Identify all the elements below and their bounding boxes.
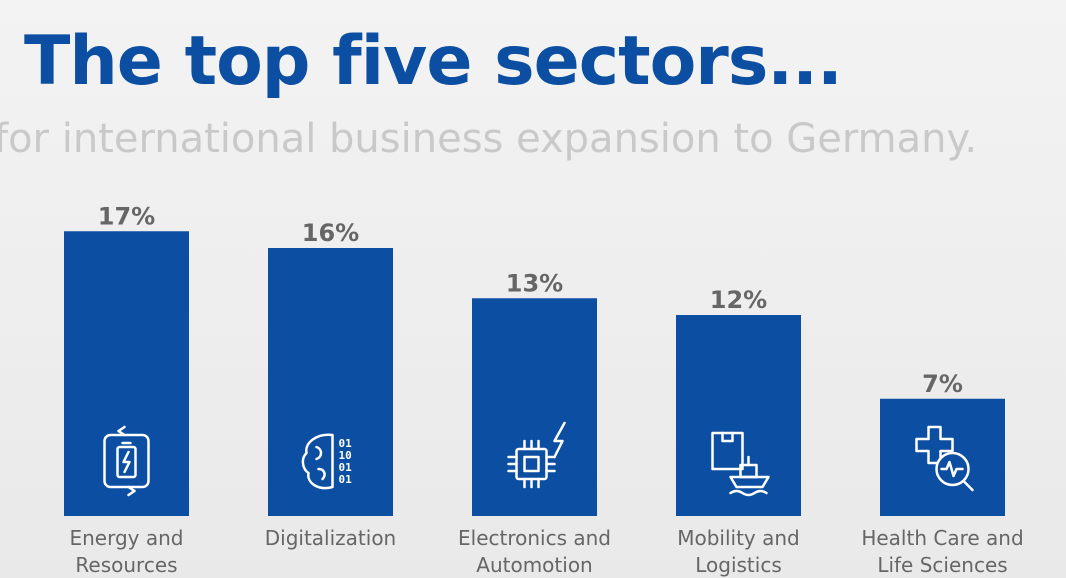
page-subtitle: for international business expansion to … [0,116,978,162]
value-label: 13% [506,269,563,297]
chip-lightning-icon [507,421,566,489]
health-search-icon [915,425,974,492]
category-label: Electronics and [458,526,611,550]
svg-text:01: 01 [339,461,353,474]
battery-cycle-icon [103,425,150,497]
category-label: Digitalization [265,526,396,550]
box-ship-icon [711,431,770,497]
value-label: 12% [710,286,767,314]
category-label: Logistics [695,553,782,577]
svg-text:10: 10 [339,449,352,462]
svg-text:01: 01 [339,473,353,486]
bar [268,248,393,516]
value-label: 17% [98,202,155,230]
page-title: The top five sectors... [24,22,843,101]
category-label: Health Care and [861,526,1023,550]
category-label: Automotion [476,553,592,577]
bar [472,298,597,516]
category-label: Resources [75,553,177,577]
bar [64,231,189,516]
bar [676,315,801,516]
value-label: 7% [922,370,963,398]
svg-text:01: 01 [339,437,353,450]
category-label: Mobility and [677,526,800,550]
category-label: Life Sciences [877,553,1007,577]
category-label: Energy and [69,526,183,550]
value-label: 16% [302,219,359,247]
